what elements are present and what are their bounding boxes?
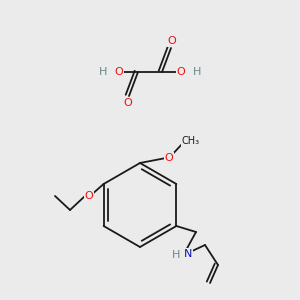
Text: H: H [193,67,201,77]
Text: CH₃: CH₃ [182,136,200,146]
Text: H: H [99,67,107,77]
Text: O: O [165,153,173,163]
Text: O: O [168,36,176,46]
Text: O: O [115,67,123,77]
Text: O: O [85,191,93,201]
Text: O: O [177,67,185,77]
Text: N: N [184,249,192,259]
Text: H: H [172,250,180,260]
Text: O: O [124,98,132,108]
